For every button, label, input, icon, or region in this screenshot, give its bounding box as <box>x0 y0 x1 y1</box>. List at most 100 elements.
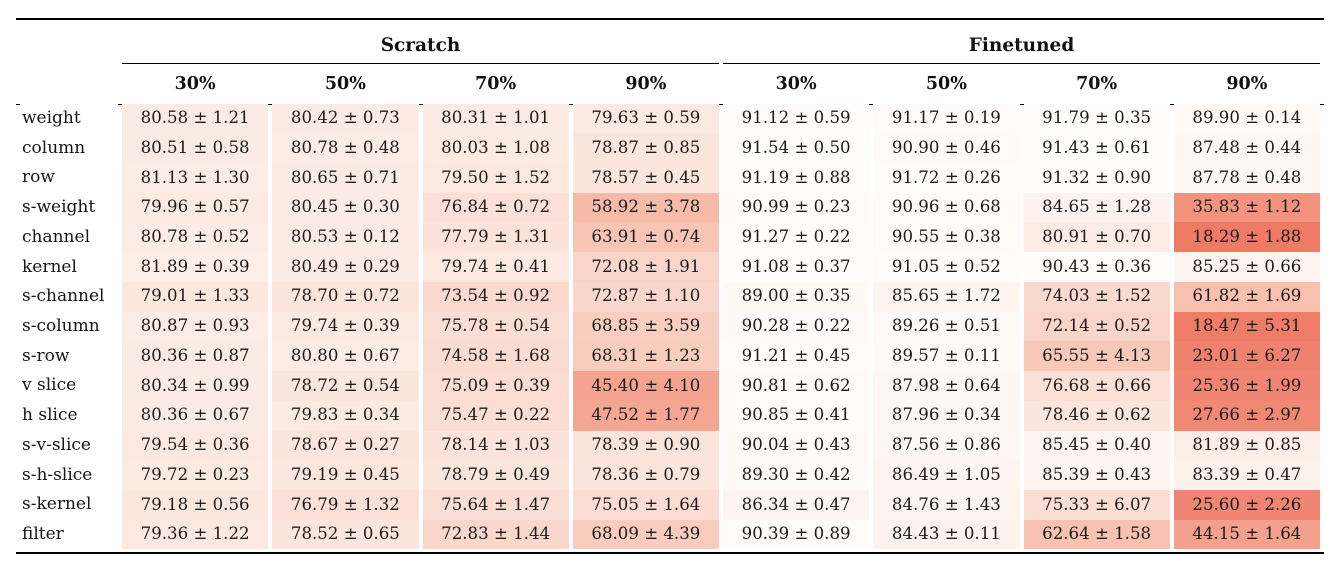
data-cell: 84.65 ± 1.28 <box>1023 192 1170 223</box>
data-cell: 91.43 ± 0.61 <box>1023 133 1170 164</box>
results-table: Scratch Finetuned 30% 50% 70% 90% 30% 50% 70% 9… <box>16 20 1324 550</box>
row-label: v slice <box>20 371 118 401</box>
data-cell: 87.96 ± 0.34 <box>873 400 1020 431</box>
data-cell: 72.83 ± 1.44 <box>422 519 569 550</box>
table-row: weight 80.58 ± 1.21 80.42 ± 0.73 80.31 ± 1.… <box>20 103 1320 134</box>
data-cell: 79.72 ± 0.23 <box>122 460 269 490</box>
data-cell: 79.18 ± 0.56 <box>122 489 269 520</box>
data-cell: 85.65 ± 1.72 <box>873 281 1020 312</box>
data-cell: 79.96 ± 0.57 <box>122 192 269 223</box>
data-cell: 80.53 ± 0.12 <box>272 222 419 253</box>
data-cell: 18.47 ± 5.31 <box>1173 311 1320 342</box>
data-cell: 79.74 ± 0.41 <box>422 252 569 282</box>
data-cell: 80.58 ± 1.21 <box>122 103 269 134</box>
data-cell: 62.64 ± 1.58 <box>1023 519 1170 550</box>
data-cell: 78.57 ± 0.45 <box>572 163 719 193</box>
data-cell: 77.79 ± 1.31 <box>422 222 569 253</box>
data-cell: 80.45 ± 0.30 <box>272 192 419 223</box>
data-cell: 75.05 ± 1.64 <box>572 489 719 520</box>
data-cell: 75.33 ± 6.07 <box>1023 489 1170 520</box>
data-cell: 90.81 ± 0.62 <box>723 371 870 401</box>
group-header-scratch: Scratch <box>122 20 719 64</box>
data-cell: 89.30 ± 0.42 <box>723 460 870 490</box>
data-cell: 91.21 ± 0.45 <box>723 341 870 372</box>
col-header: 50% <box>925 73 967 94</box>
data-cell: 83.39 ± 0.47 <box>1173 460 1320 490</box>
data-cell: 85.25 ± 0.66 <box>1173 252 1320 282</box>
data-cell: 80.78 ± 0.52 <box>122 222 269 253</box>
data-cell: 80.36 ± 0.87 <box>122 341 269 372</box>
data-cell: 47.52 ± 1.77 <box>572 400 719 431</box>
data-cell: 78.46 ± 0.62 <box>1023 400 1170 431</box>
data-cell: 65.55 ± 4.13 <box>1023 341 1170 372</box>
data-cell: 91.79 ± 0.35 <box>1023 103 1170 134</box>
row-label: column <box>20 133 118 164</box>
data-cell: 80.34 ± 0.99 <box>122 371 269 401</box>
data-cell: 91.12 ± 0.59 <box>723 103 870 134</box>
data-cell: 78.14 ± 1.03 <box>422 430 569 461</box>
data-cell: 45.40 ± 4.10 <box>572 371 719 401</box>
data-cell: 79.74 ± 0.39 <box>272 311 419 342</box>
data-cell: 72.14 ± 0.52 <box>1023 311 1170 342</box>
data-cell: 90.85 ± 0.41 <box>723 400 870 431</box>
data-cell: 90.55 ± 0.38 <box>873 222 1020 253</box>
table-row: v slice 80.34 ± 0.99 78.72 ± 0.54 75.09 ± 0… <box>20 371 1320 401</box>
percent-header-row: 30% 50% 70% 90% 30% 50% 70% 90% <box>20 64 1320 104</box>
data-cell: 68.31 ± 1.23 <box>572 341 719 372</box>
data-cell: 78.36 ± 0.79 <box>572 460 719 490</box>
data-cell: 78.39 ± 0.90 <box>572 430 719 461</box>
data-cell: 78.52 ± 0.65 <box>272 519 419 550</box>
data-cell: 75.47 ± 0.22 <box>422 400 569 431</box>
row-label: channel <box>20 222 118 253</box>
table-row: channel 80.78 ± 0.52 80.53 ± 0.12 77.79 ± 1… <box>20 222 1320 253</box>
data-cell: 80.36 ± 0.67 <box>122 400 269 431</box>
data-cell: 76.79 ± 1.32 <box>272 489 419 520</box>
data-cell: 91.27 ± 0.22 <box>723 222 870 253</box>
data-cell: 80.78 ± 0.48 <box>272 133 419 164</box>
data-cell: 91.72 ± 0.26 <box>873 163 1020 193</box>
data-cell: 78.72 ± 0.54 <box>272 371 419 401</box>
data-cell: 79.63 ± 0.59 <box>572 103 719 134</box>
corner-cell <box>20 20 118 64</box>
data-cell: 79.36 ± 1.22 <box>122 519 269 550</box>
data-cell: 61.82 ± 1.69 <box>1173 281 1320 312</box>
data-cell: 87.56 ± 0.86 <box>873 430 1020 461</box>
data-cell: 89.57 ± 0.11 <box>873 341 1020 372</box>
row-label: kernel <box>20 252 118 282</box>
data-cell: 85.39 ± 0.43 <box>1023 460 1170 490</box>
row-label: s-h-slice <box>20 460 118 490</box>
data-cell: 44.15 ± 1.64 <box>1173 519 1320 550</box>
col-header: 50% <box>324 73 366 94</box>
data-cell: 68.09 ± 4.39 <box>572 519 719 550</box>
data-cell: 18.29 ± 1.88 <box>1173 222 1320 253</box>
data-cell: 80.80 ± 0.67 <box>272 341 419 372</box>
data-cell: 87.78 ± 0.48 <box>1173 163 1320 193</box>
data-cell: 91.19 ± 0.88 <box>723 163 870 193</box>
data-cell: 90.99 ± 0.23 <box>723 192 870 223</box>
col-header: 70% <box>1076 73 1118 94</box>
data-cell: 91.08 ± 0.37 <box>723 252 870 282</box>
col-header: 30% <box>775 73 817 94</box>
data-cell: 84.43 ± 0.11 <box>873 519 1020 550</box>
data-cell: 91.32 ± 0.90 <box>1023 163 1170 193</box>
data-cell: 75.09 ± 0.39 <box>422 371 569 401</box>
data-cell: 74.58 ± 1.68 <box>422 341 569 372</box>
data-cell: 80.87 ± 0.93 <box>122 311 269 342</box>
data-cell: 73.54 ± 0.92 <box>422 281 569 312</box>
table-bottom-rule <box>16 551 1324 554</box>
data-cell: 80.49 ± 0.29 <box>272 252 419 282</box>
data-cell: 80.91 ± 0.70 <box>1023 222 1170 253</box>
table-row: filter 79.36 ± 1.22 78.52 ± 0.65 72.83 ± 1.… <box>20 519 1320 550</box>
table-row: s-h-slice 79.72 ± 0.23 79.19 ± 0.45 78.79 ±… <box>20 460 1320 490</box>
data-cell: 75.78 ± 0.54 <box>422 311 569 342</box>
table-row: h slice 80.36 ± 0.67 79.83 ± 0.34 75.47 ± 0… <box>20 400 1320 431</box>
data-cell: 91.17 ± 0.19 <box>873 103 1020 134</box>
data-cell: 86.34 ± 0.47 <box>723 489 870 520</box>
data-cell: 90.90 ± 0.46 <box>873 133 1020 164</box>
row-label: h slice <box>20 400 118 431</box>
table-row: s-row 80.36 ± 0.87 80.80 ± 0.67 74.58 ± 1.6… <box>20 341 1320 372</box>
data-cell: 81.89 ± 0.85 <box>1173 430 1320 461</box>
data-cell: 68.85 ± 3.59 <box>572 311 719 342</box>
data-cell: 75.64 ± 1.47 <box>422 489 569 520</box>
